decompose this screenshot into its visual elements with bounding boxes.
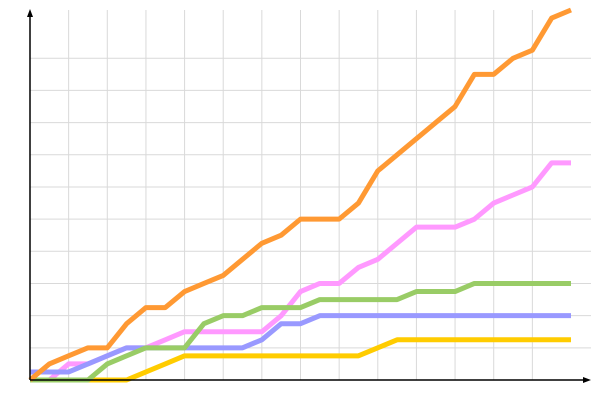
x-axis-arrow-icon (583, 377, 591, 383)
series-line-4 (28, 7, 572, 382)
series-line-3 (30, 280, 571, 383)
series-line-2 (30, 313, 571, 375)
axes (27, 9, 591, 383)
y-axis-arrow-icon (27, 9, 33, 17)
grid (30, 10, 591, 380)
